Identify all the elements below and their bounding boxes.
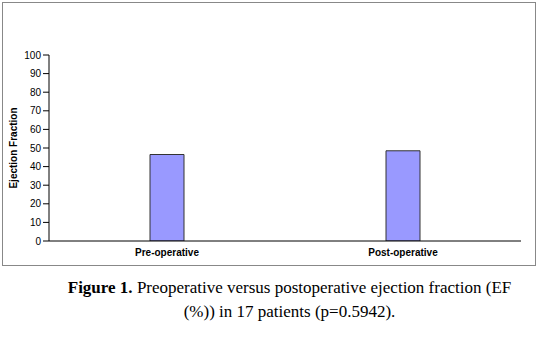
svg-text:70: 70 bbox=[30, 105, 42, 116]
svg-text:0: 0 bbox=[35, 236, 41, 247]
svg-text:20: 20 bbox=[30, 198, 42, 209]
svg-text:80: 80 bbox=[30, 87, 42, 98]
svg-text:90: 90 bbox=[30, 68, 42, 79]
svg-text:50: 50 bbox=[30, 143, 42, 154]
html-text:Figure 1. Preoperative versus: Figure 1. Preoperative versus postoperat… bbox=[67, 278, 512, 321]
svg-text:10: 10 bbox=[30, 217, 42, 228]
svg-text:100: 100 bbox=[24, 50, 41, 61]
svg-text:30: 30 bbox=[30, 180, 42, 191]
svg-text:60: 60 bbox=[30, 124, 42, 135]
svg-text:Post-operative: Post-operative bbox=[368, 247, 438, 258]
svg-text:40: 40 bbox=[30, 161, 42, 172]
svg-text:Pre-operative: Pre-operative bbox=[135, 247, 199, 258]
svg-text:Ejection Fraction: Ejection Fraction bbox=[8, 107, 19, 188]
